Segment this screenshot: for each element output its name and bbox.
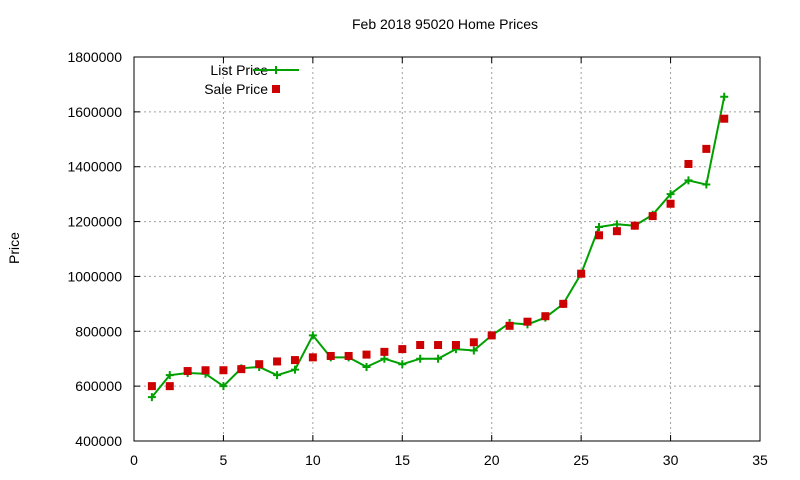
x-tick-label: 30	[663, 452, 679, 468]
plot-border	[133, 56, 761, 442]
sale-price-marker	[219, 366, 228, 375]
sale-price-marker	[147, 382, 156, 391]
sale-price-marker	[308, 353, 317, 362]
sale-price-marker	[434, 341, 443, 349]
list-price-marker	[416, 354, 425, 363]
y-tick-label: 600000	[75, 378, 122, 394]
sale-price-marker	[595, 231, 604, 240]
x-tick-label: 0	[130, 452, 138, 468]
sale-price-marker	[398, 345, 407, 354]
sale-price-marker	[666, 199, 675, 208]
list-price-marker	[398, 360, 407, 369]
y-tick-label: 1800000	[67, 49, 122, 65]
list-price-marker	[666, 190, 675, 199]
sale-price-marker	[451, 341, 460, 349]
grid-lines	[134, 57, 760, 441]
sale-price-marker	[469, 338, 478, 347]
sale-price-marker	[720, 114, 729, 123]
sale-price-marker	[237, 365, 246, 374]
sale-price-marker	[630, 221, 639, 230]
list-price-marker	[219, 382, 228, 391]
sale-price-marker	[684, 159, 693, 168]
sale-price-marker	[165, 382, 174, 391]
sale-price-marker	[290, 356, 299, 365]
list-price-marker	[147, 393, 156, 402]
list-price-marker	[720, 92, 729, 101]
list-price-marker	[308, 331, 317, 340]
sale-price-marker	[523, 317, 532, 326]
y-tick-label: 1200000	[67, 214, 122, 230]
y-tick-label: 1000000	[67, 268, 122, 284]
legend-label: Sale Price	[204, 81, 268, 97]
legend-marker	[272, 66, 280, 74]
sale-price-marker	[541, 312, 550, 321]
sale-price-marker	[273, 357, 282, 366]
list-price-marker	[165, 371, 174, 380]
list-price-marker	[702, 180, 711, 189]
sale-price-marker	[487, 331, 496, 340]
chart-title: Feb 2018 95020 Home Prices	[352, 16, 538, 32]
legend: List Price Sale Price	[204, 62, 299, 97]
list-price-marker	[469, 346, 478, 355]
sale-price-marker	[416, 341, 425, 349]
sale-price-marker	[326, 351, 335, 360]
list-price-marker	[684, 176, 693, 185]
sale-price-marker	[362, 350, 371, 359]
list-price-marker	[595, 223, 604, 232]
sale-price-marker	[612, 227, 621, 236]
sale-price-marker	[505, 321, 514, 330]
sale-price-marker	[201, 366, 210, 375]
x-tick-label: 20	[484, 452, 500, 468]
list-price-line	[151, 96, 726, 398]
x-tick-label: 25	[573, 452, 589, 468]
x-tick-label: 35	[752, 452, 768, 468]
sale-price-marker	[702, 144, 711, 153]
axes: 0 5 10 15 20 25 30 35 400000 600000 800000 1000000 1…	[67, 49, 768, 468]
list-price-marker	[380, 354, 389, 363]
legend-square-swatch	[272, 85, 280, 93]
y-tick-label: 1400000	[67, 159, 122, 175]
x-tick-label: 15	[394, 452, 410, 468]
list-price-marker	[612, 220, 621, 229]
x-tick-label: 5	[220, 452, 228, 468]
sale-price-marker	[255, 360, 264, 369]
x-tick-label: 10	[305, 452, 321, 468]
sale-price-marker	[183, 367, 192, 376]
list-price-marker	[434, 354, 443, 363]
series-layer	[147, 92, 729, 402]
sale-price-marker	[648, 212, 657, 221]
list-price-marker	[273, 371, 282, 380]
y-tick-label: 800000	[75, 323, 122, 339]
list-price-marker	[362, 362, 371, 371]
sale-price-marker	[559, 299, 568, 308]
list-price-marker	[290, 365, 299, 374]
legend-label: List Price	[210, 62, 268, 78]
sale-price-marker	[577, 269, 586, 278]
sale-price-marker	[344, 351, 353, 360]
sale-price-marker	[380, 347, 389, 356]
y-tick-label: 400000	[75, 433, 122, 449]
y-tick-label: 1600000	[67, 104, 122, 120]
